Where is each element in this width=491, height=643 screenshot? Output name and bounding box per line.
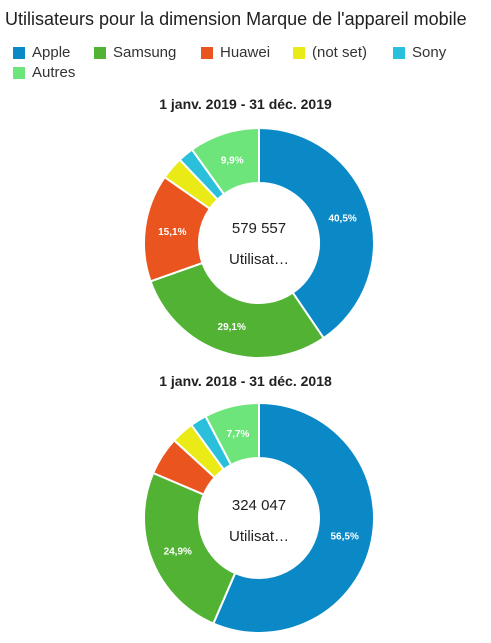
legend-label-not-set: (not set) — [312, 44, 368, 61]
legend-label-samsung: Samsung — [113, 44, 177, 61]
donut-slices-2018 — [143, 401, 375, 634]
slice-label-apple-2018: 56,5% — [331, 532, 359, 543]
legend-swatch-huawei — [201, 46, 213, 59]
center-value-2019: 579 557 — [232, 220, 286, 237]
legend-swatch-samsung — [94, 46, 106, 59]
slice-label-apple-2019: 40,5% — [328, 213, 356, 224]
donut-labels-2019: 40,5% 29,1% 15,1% 9,9% — [158, 156, 357, 333]
slice-samsung-2018[interactable] — [143, 471, 237, 625]
legend-swatch-apple — [13, 46, 25, 59]
legend-item-huawei[interactable]: Huawei — [201, 44, 270, 61]
slice-apple-2019[interactable] — [258, 126, 375, 340]
legend-swatch-autres — [13, 66, 25, 79]
slice-label-samsung-2018: 24,9% — [164, 546, 192, 557]
center-label-2019: Utilisat… — [229, 251, 289, 268]
slice-label-autres-2018: 7,7% — [227, 429, 250, 440]
donut-slices-2019 — [143, 126, 375, 359]
donut-chart-2019: 40,5% 29,1% 15,1% 9,9% 579 557 Utilisat… — [143, 126, 375, 359]
legend-label-apple: Apple — [32, 44, 71, 61]
donut-labels-2018: 56,5% 24,9% 7,7% — [164, 429, 359, 557]
legend-item-apple[interactable]: Apple — [13, 44, 70, 61]
legend-item-autres[interactable]: Autres — [13, 64, 75, 81]
legend-item-not-set[interactable]: (not set) — [293, 44, 367, 61]
slice-autres-2018[interactable] — [204, 401, 260, 467]
slice-label-huawei-2019: 15,1% — [158, 227, 186, 238]
chart-title-2019: 1 janv. 2019 - 31 déc. 2019 — [159, 96, 332, 112]
report-title: Utilisateurs pour la dimension Marque de… — [5, 9, 467, 29]
legend-swatch-sony — [393, 46, 405, 59]
legend-item-samsung[interactable]: Samsung — [94, 44, 176, 61]
legend-label-huawei: Huawei — [220, 44, 271, 61]
slice-apple-2018[interactable] — [212, 401, 375, 634]
slice-label-samsung-2019: 29,1% — [218, 322, 246, 333]
legend-item-sony[interactable]: Sony — [393, 44, 446, 61]
donut-chart-2018: 56,5% 24,9% 7,7% 324 047 Utilisat… — [143, 401, 375, 634]
center-value-2018: 324 047 — [232, 497, 286, 514]
slice-label-autres-2019: 9,9% — [221, 156, 244, 167]
slice-autres-2019[interactable] — [190, 126, 260, 196]
slice-samsung-2019[interactable] — [149, 261, 326, 359]
center-label-2018: Utilisat… — [229, 528, 289, 545]
legend-swatch-not-set — [293, 46, 305, 59]
legend-label-autres: Autres — [32, 64, 76, 81]
chart-title-2018: 1 janv. 2018 - 31 déc. 2018 — [159, 373, 332, 389]
legend-label-sony: Sony — [412, 44, 447, 61]
